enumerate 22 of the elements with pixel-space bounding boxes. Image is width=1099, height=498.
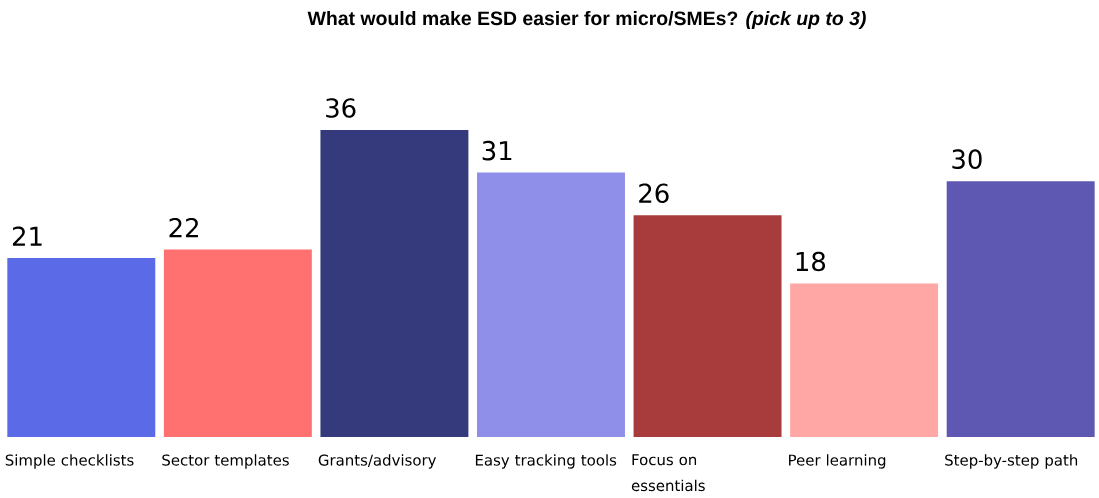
data-label: 36 <box>326 98 356 118</box>
bar <box>633 215 782 437</box>
x-tick-label: Focus on essentials <box>631 454 705 492</box>
x-tick-label: Peer learning <box>789 454 886 469</box>
data-label: 22 <box>169 217 198 238</box>
data-label: 21 <box>12 226 42 246</box>
bar <box>163 249 312 437</box>
x-tick-label: Sector templates <box>162 454 289 469</box>
bar <box>477 172 625 437</box>
data-label: 31 <box>482 140 512 161</box>
bar <box>790 283 939 437</box>
bar <box>320 129 469 437</box>
x-tick-label: Simple checklists <box>5 454 134 469</box>
data-label: 18 <box>796 251 826 272</box>
x-tick-label: Grants/advisory <box>318 454 437 469</box>
x-tick-label: Easy tracking tools <box>475 454 617 469</box>
data-label: 26 <box>639 183 669 204</box>
chart-title: What would make ESD easier for micro/SMEs? (pick up to 3) <box>307 10 866 30</box>
bar <box>7 257 156 437</box>
x-tick-label: Step-by-step path <box>945 454 1078 469</box>
data-label: 30 <box>952 149 982 169</box>
bar <box>946 181 1095 437</box>
